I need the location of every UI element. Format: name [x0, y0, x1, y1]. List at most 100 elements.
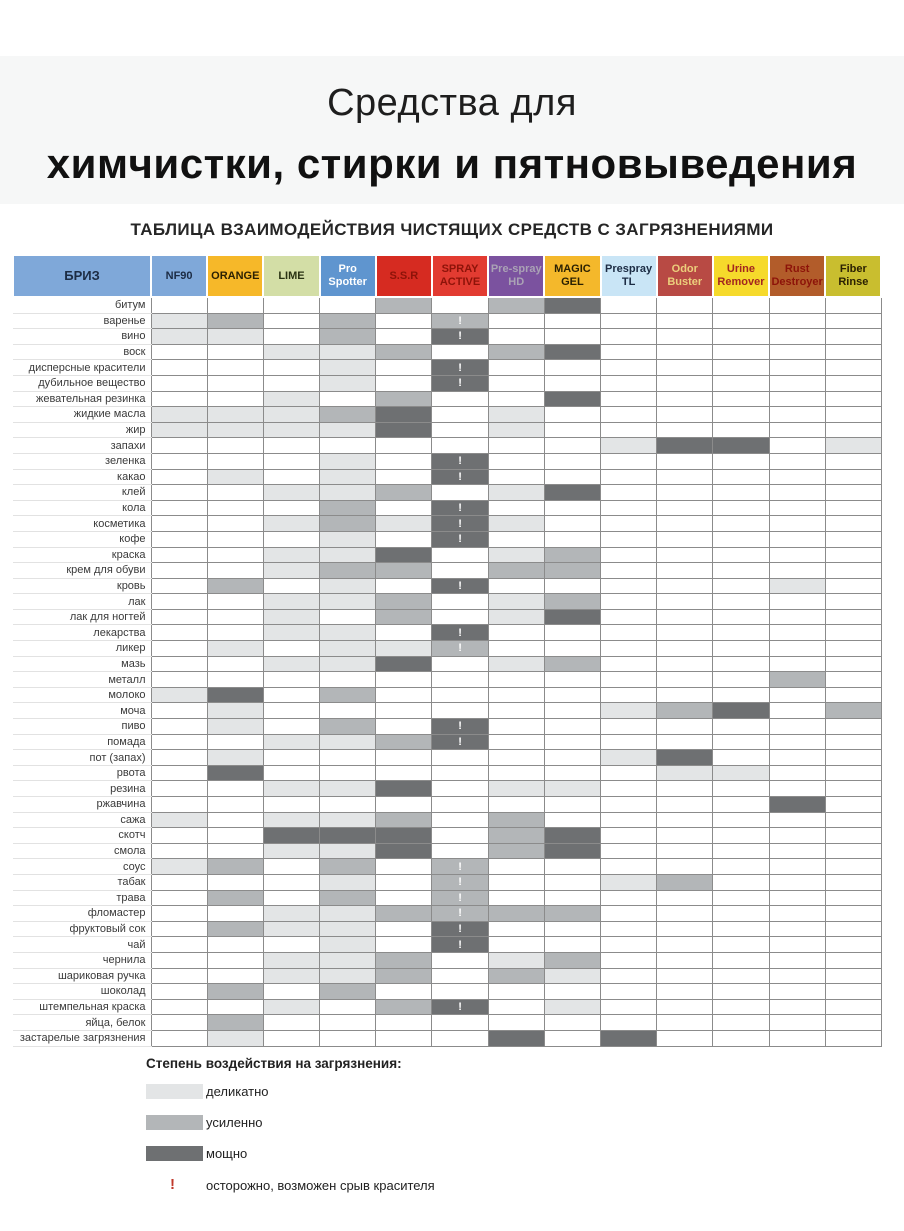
grid-cell — [543, 920, 602, 938]
grid-cell — [768, 733, 826, 751]
grid-cell — [768, 889, 826, 907]
grid-cell — [656, 702, 714, 720]
row-label: зеленка — [13, 453, 151, 470]
grid-cell — [206, 671, 264, 688]
grid-cell — [487, 468, 545, 486]
table-row: мазь — [13, 655, 882, 673]
grid-cell — [656, 562, 714, 579]
column-header-fiber-rinse: Fiber Rinse — [824, 254, 883, 298]
table-row: кола! — [13, 499, 882, 517]
column-header-prespray-tl: Prespray TL — [599, 254, 658, 298]
grid-cell — [150, 530, 208, 548]
grid-cell — [824, 764, 882, 782]
grid-cell — [319, 499, 377, 517]
row-label: рвота — [13, 765, 151, 782]
grid-cell — [543, 998, 602, 1016]
grid-cell — [599, 359, 658, 376]
grid-cell: ! — [431, 374, 489, 392]
grid-cell — [543, 858, 602, 875]
grid-cell — [599, 562, 658, 579]
grid-cell — [712, 811, 770, 829]
grid-cell — [262, 998, 321, 1016]
grid-cell: ! — [431, 468, 489, 486]
grid-cell — [599, 546, 658, 564]
grid-cell — [375, 842, 433, 860]
grid-cell — [599, 718, 658, 735]
grid-cell — [768, 718, 826, 735]
table-row: крем для обуви — [13, 562, 882, 579]
grid-cell — [150, 889, 208, 907]
grid-cell — [656, 671, 714, 688]
grid-cell — [150, 312, 208, 330]
grid-cell — [487, 546, 545, 564]
table-row: вино! — [13, 328, 882, 345]
row-label: лак — [13, 593, 151, 610]
grid-cell — [599, 702, 658, 720]
grid-cell — [319, 562, 377, 579]
grid-cell — [262, 920, 321, 938]
grid-cell — [656, 406, 714, 423]
grid-cell — [712, 328, 770, 345]
grid-cell — [599, 655, 658, 673]
grid-cell — [599, 593, 658, 610]
grid-cell — [712, 920, 770, 938]
grid-cell — [712, 764, 770, 782]
table-row: лак — [13, 593, 882, 610]
grid-cell — [262, 452, 321, 470]
grid-cell — [712, 702, 770, 720]
grid-cell — [319, 936, 377, 953]
row-label: застарелые загрязнения — [13, 1030, 151, 1047]
grid-cell — [543, 1014, 602, 1031]
table-row: моча — [13, 702, 882, 720]
grid-cell — [375, 827, 433, 844]
grid-cell — [543, 749, 602, 766]
grid-cell — [487, 827, 545, 844]
grid-cell — [543, 889, 602, 907]
grid-cell — [375, 718, 433, 735]
table-row: косметика! — [13, 515, 882, 532]
grid-cell — [375, 312, 433, 330]
grid-cell — [431, 437, 489, 454]
grid-cell — [656, 312, 714, 330]
grid-cell — [712, 655, 770, 673]
grid-cell — [487, 499, 545, 517]
grid-cell — [375, 640, 433, 657]
grid-cell — [319, 967, 377, 985]
grid-cell — [712, 374, 770, 392]
table-row: варенье! — [13, 312, 882, 330]
grid-cell — [150, 406, 208, 423]
grid-cell — [824, 951, 882, 969]
grid-cell — [656, 328, 714, 345]
grid-cell — [206, 686, 264, 704]
row-label: сажа — [13, 812, 151, 829]
grid-cell — [599, 951, 658, 969]
grid-cell — [206, 484, 264, 501]
grid-cell — [206, 889, 264, 907]
grid-cell — [656, 499, 714, 517]
grid-cell — [712, 296, 770, 314]
grid-cell — [150, 733, 208, 751]
grid-cell — [824, 484, 882, 501]
grid-cell — [656, 593, 714, 610]
grid-cell — [319, 983, 377, 1000]
grid-cell — [768, 312, 826, 330]
grid-cell — [375, 733, 433, 751]
grid-cell — [712, 468, 770, 486]
grid-cell — [599, 437, 658, 454]
grid-cell — [599, 484, 658, 501]
grid-cell — [150, 718, 208, 735]
grid-cell — [206, 920, 264, 938]
row-label: жир — [13, 422, 151, 439]
grid-cell — [712, 530, 770, 548]
grid-cell — [712, 593, 770, 610]
grid-cell — [206, 983, 264, 1000]
grid-cell — [319, 296, 377, 314]
grid-cell — [656, 983, 714, 1000]
grid-cell — [656, 827, 714, 844]
grid-cell: ! — [431, 577, 489, 595]
grid-cell — [319, 312, 377, 330]
table-row: пиво! — [13, 718, 882, 735]
grid-cell — [262, 749, 321, 766]
grid-cell — [599, 343, 658, 361]
grid-cell — [319, 1029, 377, 1047]
